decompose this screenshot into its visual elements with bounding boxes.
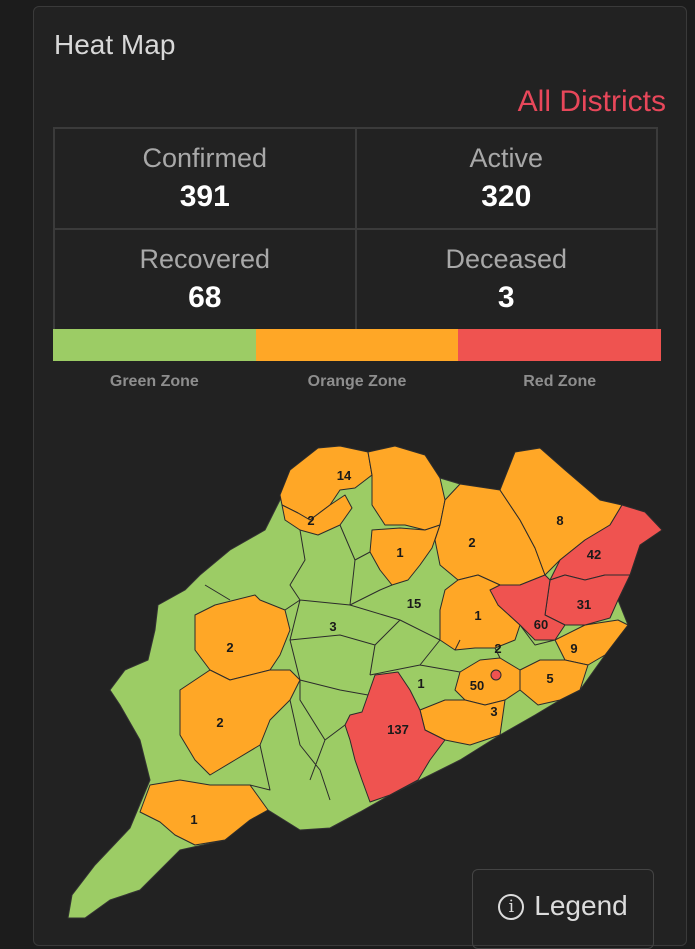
legend-button[interactable]: i Legend	[472, 869, 654, 949]
district-count: 14	[337, 468, 352, 483]
zone-color-bar	[53, 329, 662, 361]
district-count: 9	[570, 641, 577, 656]
district-count: 15	[407, 596, 421, 611]
confirmed-value: 391	[179, 180, 230, 213]
district-count: 137	[387, 722, 409, 737]
hotspot-marker	[490, 669, 502, 681]
district-shape	[519, 659, 589, 706]
active-value: 320	[481, 180, 532, 213]
district-labels: 14 2 1 2 8 42 15 3 1 60 31 2 2 9 1 50 5 …	[190, 468, 601, 827]
red-zone-label: Red Zone	[523, 373, 597, 390]
card-title: Heat Map	[54, 29, 176, 60]
district-shape	[489, 574, 566, 641]
district-count: 31	[577, 597, 591, 612]
deceased-value: 3	[497, 281, 515, 314]
district-count: 1	[474, 608, 481, 623]
district-boundary	[204, 524, 556, 801]
recovered-label: Recovered	[139, 244, 271, 274]
district-count: 2	[307, 513, 314, 528]
green-zone-segment	[53, 329, 256, 361]
district-count: 1	[396, 545, 403, 560]
district-count: 60	[534, 617, 548, 632]
red-zone-segment	[458, 329, 662, 361]
district-shape	[369, 524, 441, 586]
district-count: 2	[494, 641, 501, 656]
district-count: 1	[417, 676, 424, 691]
active-stat: Active 320	[355, 128, 657, 229]
district-heat-map: 14 2 1 2 8 42 15 3 1 60 31 2 2 9 1 50 5 …	[67, 445, 663, 919]
confirmed-stat: Confirmed 391	[54, 128, 356, 229]
district-count: 50	[470, 678, 484, 693]
district-count: 3	[490, 704, 497, 719]
legend-button-label: Legend	[534, 890, 628, 921]
district-shape	[344, 671, 446, 803]
all-districts-selector[interactable]: All Districts	[517, 85, 666, 118]
district-count: 2	[226, 640, 233, 655]
orange-zone-label: Orange Zone	[307, 373, 407, 390]
active-label: Active	[469, 143, 544, 173]
green-zone-label: Green Zone	[109, 373, 199, 390]
deceased-label: Deceased	[445, 244, 568, 274]
confirmed-label: Confirmed	[142, 143, 268, 173]
district-count: 2	[216, 715, 223, 730]
district-count: 2	[468, 535, 475, 550]
district-count: 8	[556, 513, 563, 528]
district-shape	[281, 494, 353, 536]
district-count: 42	[587, 547, 601, 562]
district-count: 5	[546, 671, 553, 686]
zone-labels: Green Zone Orange Zone Red Zone	[53, 373, 661, 391]
info-icon: i	[498, 894, 525, 920]
district-shape	[367, 445, 446, 531]
recovered-value: 68	[188, 281, 222, 314]
district-shape	[139, 779, 269, 846]
district-count: 3	[329, 619, 336, 634]
district-count: 1	[190, 812, 197, 827]
orange-zone-segment	[255, 329, 459, 361]
district-shape	[454, 657, 521, 706]
